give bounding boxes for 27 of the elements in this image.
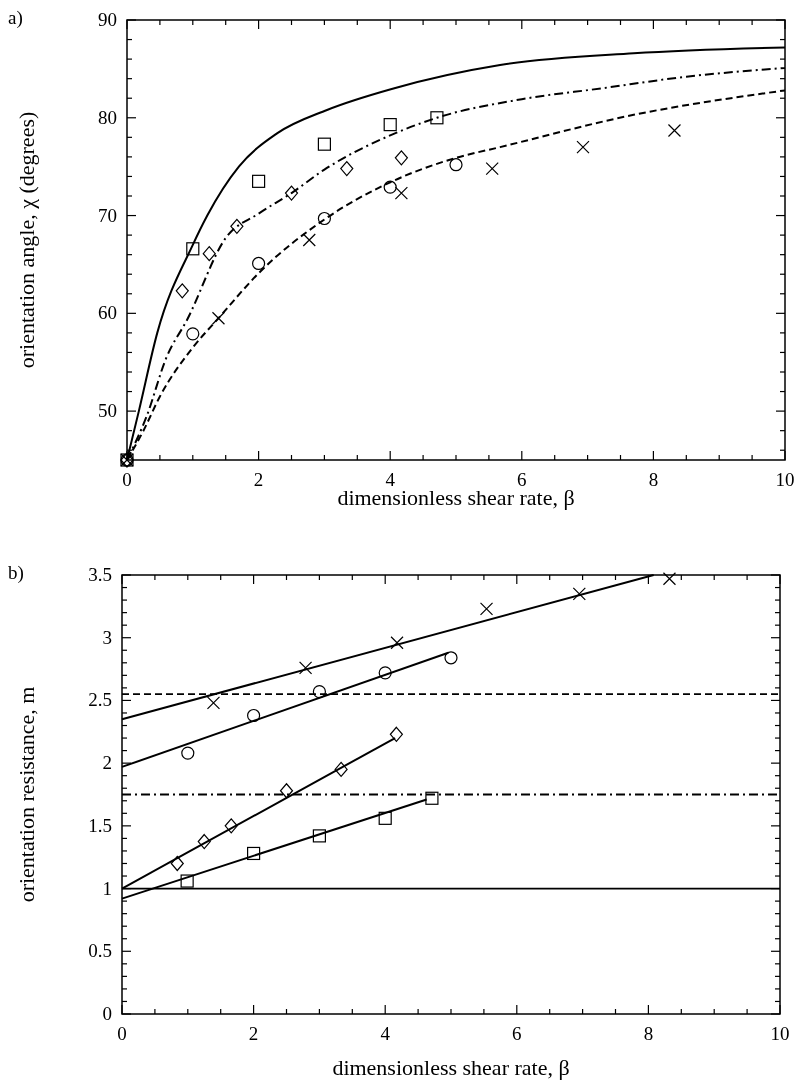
x-tick-label: 10 bbox=[770, 1023, 790, 1044]
y-tick-label: 2.5 bbox=[88, 689, 112, 711]
y-tick-label: 3.5 bbox=[88, 564, 112, 585]
y-tick-label: 70 bbox=[98, 204, 117, 226]
y-tick-label: 0.5 bbox=[88, 940, 112, 962]
x-tick-label: 8 bbox=[648, 469, 659, 490]
y-tick-label: 50 bbox=[98, 400, 117, 422]
x-axis-title: dimensionless shear rate, β bbox=[332, 1055, 570, 1080]
chart-title: b) bbox=[8, 562, 24, 584]
y-axis-title: orientation resistance, m bbox=[14, 686, 39, 903]
x-tick-label: 2 bbox=[248, 1023, 259, 1044]
y-tick-label: 1.5 bbox=[88, 814, 112, 836]
y-tick-label: 60 bbox=[98, 302, 117, 324]
x-tick-label: 0 bbox=[122, 469, 132, 490]
y-tick-label: 90 bbox=[98, 9, 117, 30]
x-tick-label: 2 bbox=[253, 469, 264, 490]
y-axis-title: orientation angle, χ (degrees) bbox=[14, 111, 39, 369]
x-tick-label: 4 bbox=[380, 1023, 391, 1044]
y-tick-label: 0 bbox=[102, 1003, 112, 1024]
y-tick-label: 1 bbox=[102, 877, 112, 899]
y-tick-label: 80 bbox=[98, 106, 117, 128]
y-tick-label: 3 bbox=[102, 626, 112, 648]
x-tick-label: 8 bbox=[643, 1023, 654, 1044]
x-tick-label: 10 bbox=[775, 469, 795, 490]
x-tick-label: 6 bbox=[512, 1023, 522, 1044]
chart-title: a) bbox=[8, 7, 23, 29]
y-tick-label: 2 bbox=[102, 752, 112, 774]
